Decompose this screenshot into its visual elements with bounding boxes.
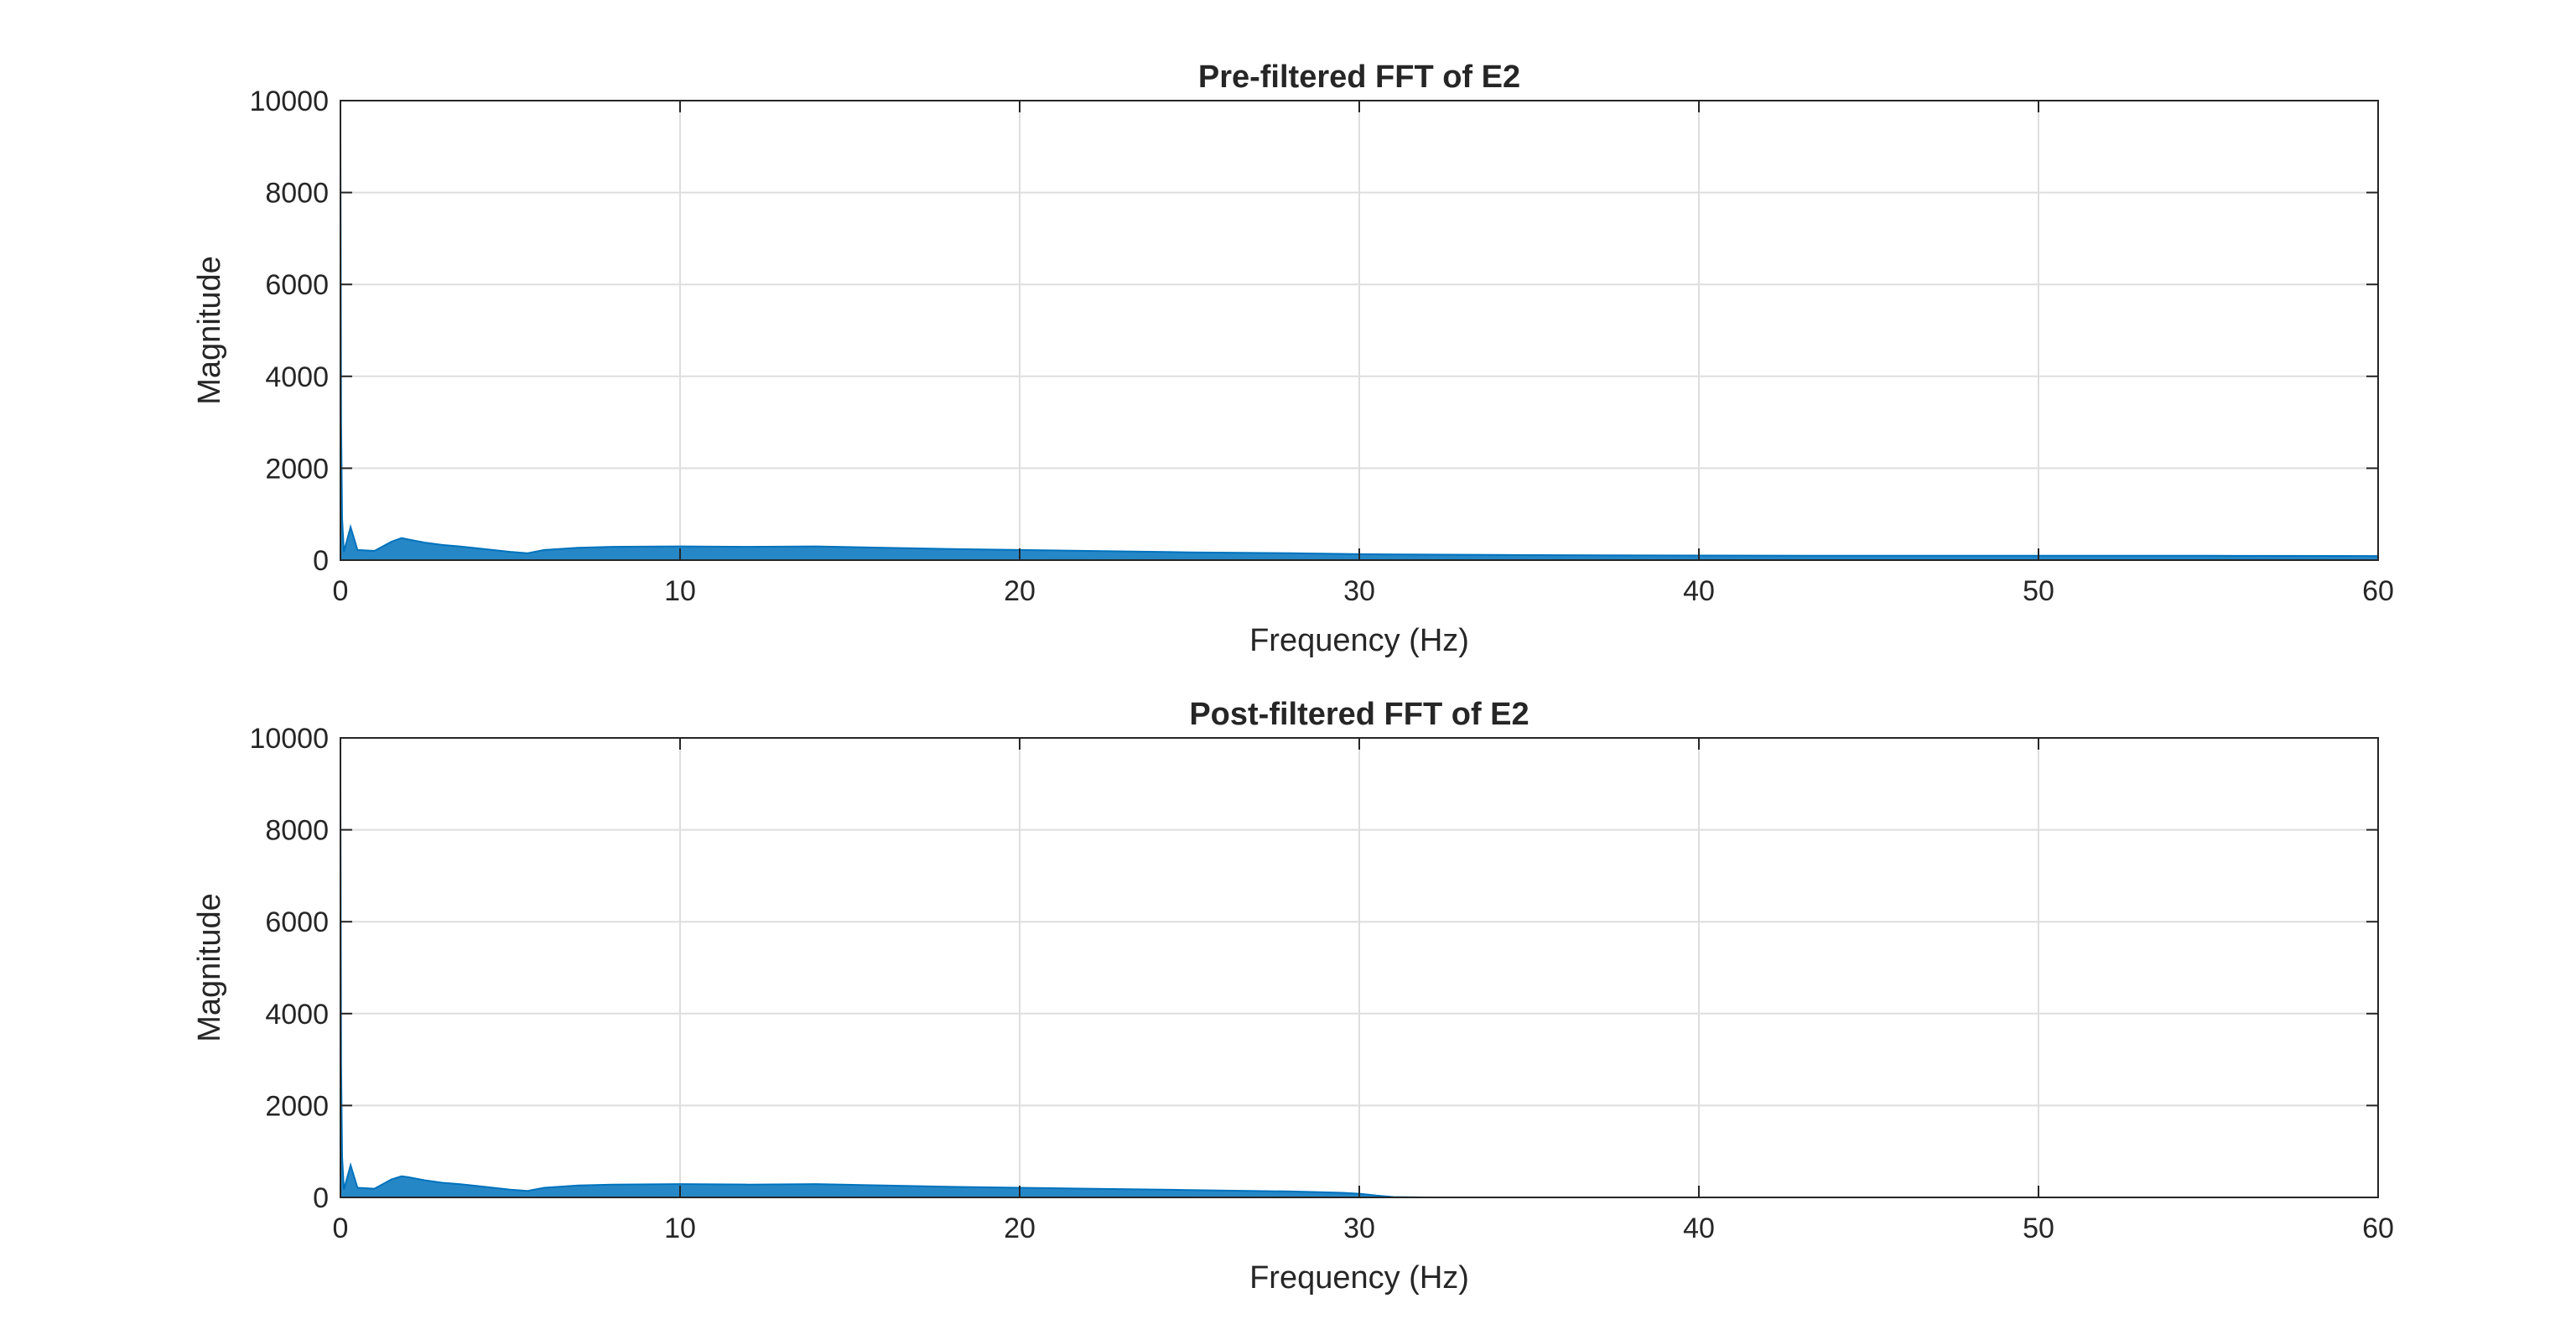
y-tick-label: 4000 [265, 999, 329, 1031]
y-tick-label: 10000 [249, 723, 329, 755]
y-tick-label: 6000 [265, 906, 329, 938]
x-tick-labels: 0 10 20 30 40 50 60 [333, 1213, 2394, 1244]
x-axis-label: Frequency (Hz) [1249, 623, 1469, 658]
y-tick-label: 6000 [265, 269, 329, 301]
x-tick-label: 40 [1683, 1213, 1715, 1244]
y-tick-label: 8000 [265, 178, 329, 210]
grid-lines [340, 101, 2378, 560]
x-axis-label: Frequency (Hz) [1249, 1260, 1469, 1296]
chart-pre-filtered: 0 10 20 30 40 50 60 0 2000 4000 6000 8000 10000 Pre… [192, 60, 2394, 658]
spectrum-series-line [340, 137, 2379, 561]
y-tick-labels: 0 2000 4000 6000 8000 10000 [249, 86, 329, 577]
x-tick-label: 40 [1683, 575, 1715, 607]
y-axis-label: Magnitude [192, 893, 227, 1041]
x-tick-label: 20 [1004, 1213, 1036, 1244]
y-tick-label: 0 [313, 545, 329, 577]
x-tick-labels: 0 10 20 30 40 50 60 [333, 575, 2394, 607]
x-tick-label: 10 [664, 575, 696, 607]
x-tick-label: 20 [1004, 575, 1036, 607]
x-tick-label: 50 [2023, 575, 2054, 607]
y-tick-labels: 0 2000 4000 6000 8000 10000 [249, 723, 329, 1214]
x-tick-label: 30 [1343, 575, 1375, 607]
x-tick-label: 60 [2362, 1213, 2394, 1244]
chart-post-filtered: 0 10 20 30 40 50 60 0 2000 4000 6000 8000 10000 Pos… [192, 697, 2394, 1296]
y-axis-label: Magnitude [192, 256, 227, 404]
y-tick-label: 10000 [249, 86, 329, 117]
y-tick-label: 8000 [265, 815, 329, 847]
tick-marks [340, 737, 2379, 1198]
x-tick-label: 0 [333, 575, 349, 607]
y-tick-label: 4000 [265, 361, 329, 393]
x-tick-label: 10 [664, 1213, 696, 1244]
chart-title: Post-filtered FFT of E2 [1189, 697, 1529, 732]
x-tick-label: 0 [333, 1213, 349, 1244]
y-tick-label: 0 [313, 1182, 329, 1214]
tick-marks [340, 100, 2379, 561]
y-tick-label: 2000 [265, 1090, 329, 1122]
x-tick-label: 50 [2023, 1213, 2054, 1244]
chart-title: Pre-filtered FFT of E2 [1198, 60, 1520, 95]
grid-lines [340, 738, 2378, 1197]
spectrum-series-line [340, 788, 2378, 1198]
series-layer [340, 788, 2378, 1198]
series-layer [340, 137, 2379, 561]
y-tick-label: 2000 [265, 453, 329, 485]
x-tick-label: 30 [1343, 1213, 1375, 1244]
x-tick-label: 60 [2362, 575, 2394, 607]
